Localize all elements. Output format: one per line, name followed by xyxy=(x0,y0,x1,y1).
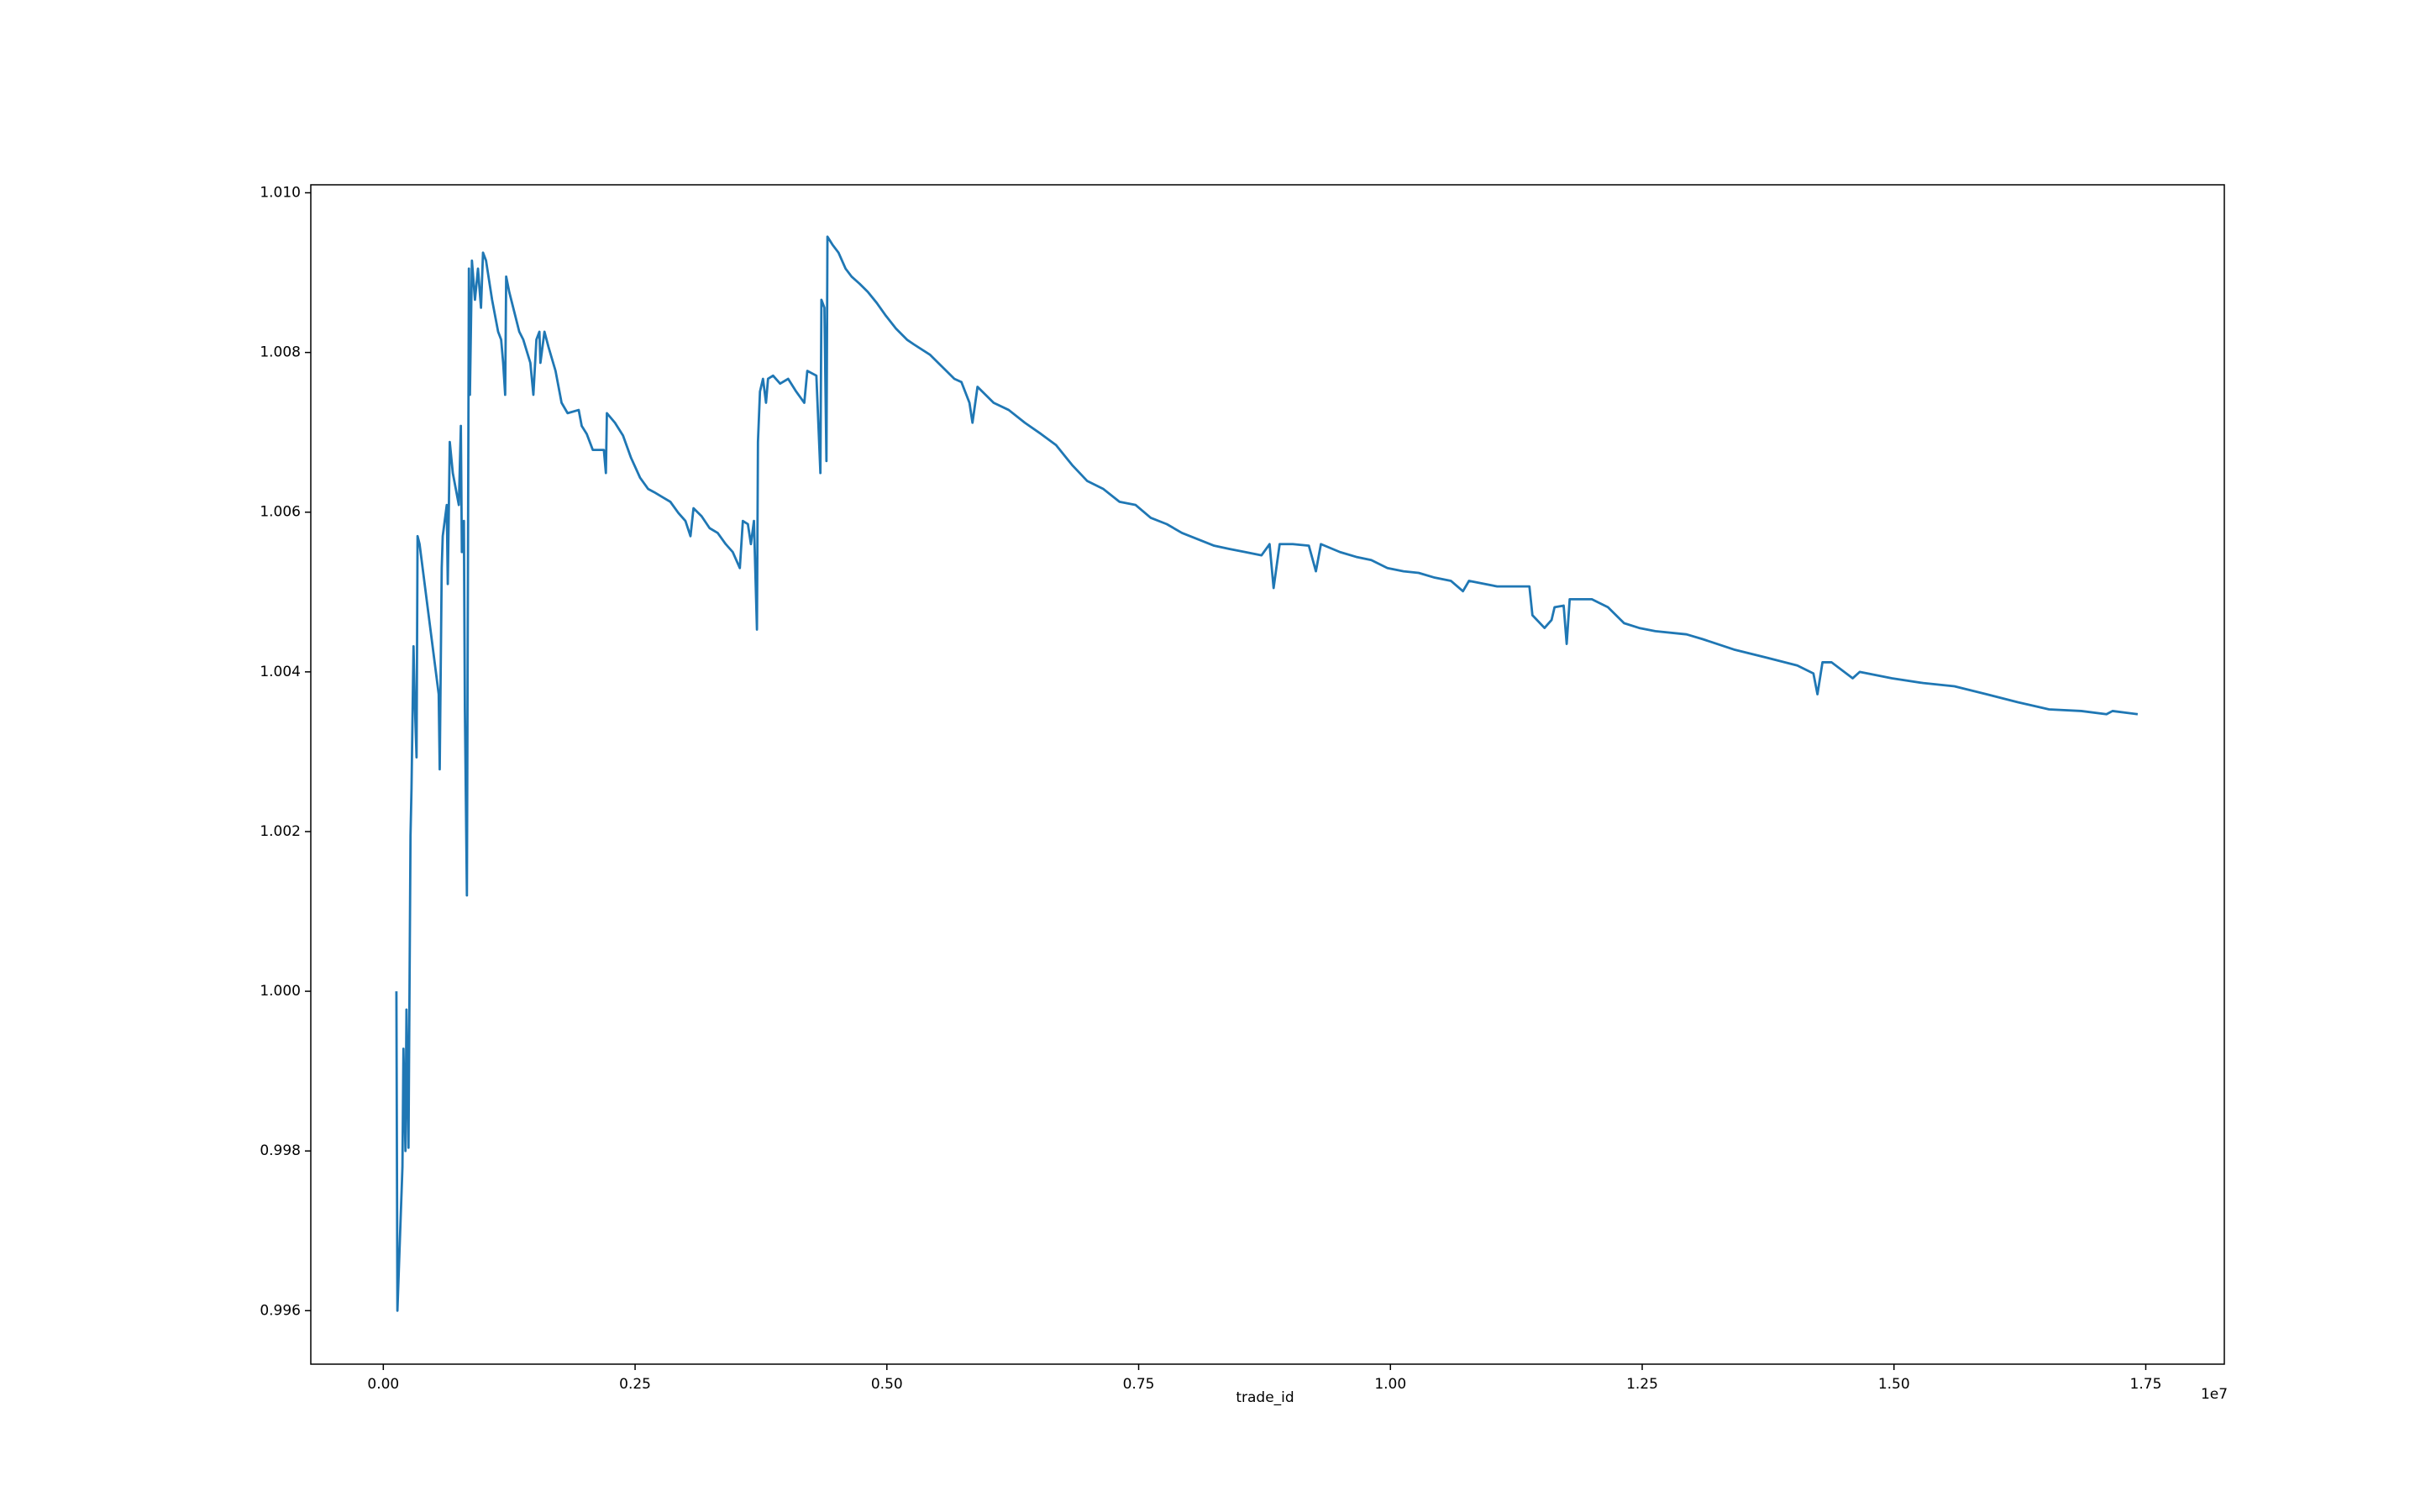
y-tick-label: 1.004 xyxy=(260,664,301,680)
y-tick-label: 1.000 xyxy=(260,983,301,1000)
x-tick-label: 0.75 xyxy=(1123,1376,1155,1393)
x-tick-label: 0.50 xyxy=(871,1376,903,1393)
x-tick-label: 1.00 xyxy=(1374,1376,1406,1393)
x-tick-label: 0.25 xyxy=(619,1376,651,1393)
x-tick-label: 1.75 xyxy=(2130,1376,2162,1393)
x-tick-label: 1.50 xyxy=(1878,1376,1910,1393)
plot-frame xyxy=(310,184,2225,1365)
y-tick-label: 0.998 xyxy=(260,1142,301,1159)
line-series xyxy=(395,235,2139,1312)
y-tick-label: 1.008 xyxy=(260,344,301,361)
y-tick-label: 0.996 xyxy=(260,1302,301,1319)
x-tick-label: 1.25 xyxy=(1626,1376,1658,1393)
y-tick-label: 1.006 xyxy=(260,504,301,521)
x-offset-label: 1e7 xyxy=(2201,1386,2228,1403)
x-tick-label: 0.00 xyxy=(367,1376,399,1393)
y-tick-label: 1.010 xyxy=(260,185,301,202)
x-axis-label: trade_id xyxy=(1236,1389,1294,1406)
y-tick-label: 1.002 xyxy=(260,823,301,840)
